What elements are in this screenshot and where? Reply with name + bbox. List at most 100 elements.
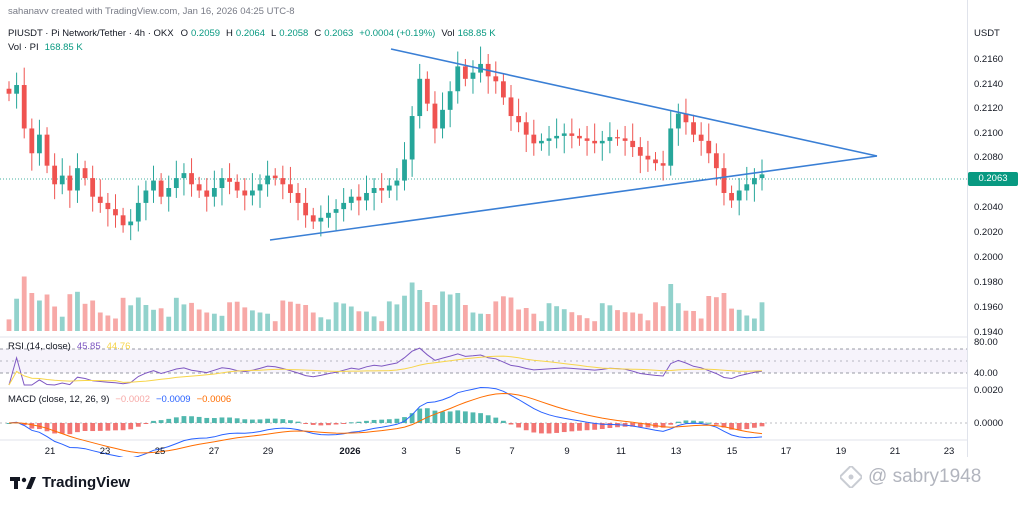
candle-body	[158, 180, 164, 197]
candle-body	[21, 85, 27, 129]
volume-bar	[189, 302, 194, 331]
candle-body	[59, 175, 65, 185]
volume-bar	[516, 309, 522, 331]
candle-body	[204, 190, 210, 197]
candle-body	[432, 103, 438, 129]
volume-bar	[204, 312, 210, 331]
volume-bar	[485, 314, 491, 331]
macd-histogram-bar	[462, 411, 468, 423]
candle-body	[135, 202, 141, 222]
macd-histogram-bar	[303, 423, 309, 424]
candle-body	[447, 91, 453, 110]
candle-body	[584, 138, 590, 141]
macd-histogram-bar	[59, 423, 65, 434]
macd-histogram-bar	[645, 423, 651, 428]
price-tick: 0.2100	[974, 128, 1004, 139]
macd-legend[interactable]: MACD (close, 12, 26, 9) −0.0002 −0.0009 …	[8, 394, 231, 405]
volume-legend[interactable]: Vol · PI 168.85 K	[8, 42, 83, 53]
candle-body	[402, 159, 407, 181]
price-tick: 0.2020	[974, 227, 1004, 238]
currency-label: USDT	[974, 28, 1000, 39]
macd-histogram-bar	[577, 423, 582, 431]
macd-histogram-bar	[326, 423, 331, 426]
time-tick: 2026	[339, 446, 361, 457]
rsi-legend[interactable]: RSI (14, close) 45.85 44.76	[8, 341, 130, 352]
volume-bar	[637, 313, 643, 331]
change-value: +0.0004 (+0.19%)	[359, 28, 436, 39]
macd-histogram-bar	[516, 423, 522, 428]
macd-histogram-bar	[675, 421, 681, 423]
macd-histogram-bar	[227, 417, 232, 423]
macd-histogram-bar	[166, 418, 172, 423]
candles	[6, 46, 765, 241]
macd-histogram-bar	[44, 423, 50, 432]
macd-histogram-bar	[211, 418, 217, 423]
volume-bar	[219, 315, 225, 331]
candle-body	[516, 116, 522, 123]
candle-body	[341, 202, 347, 210]
volume-bar	[402, 295, 407, 331]
macd-histogram-bar	[478, 413, 483, 423]
volume-bar	[675, 303, 681, 331]
macd-signal-line	[8, 392, 763, 454]
candle-body	[539, 140, 544, 144]
macd-histogram-bar	[249, 419, 255, 423]
price-tick: 0.2040	[974, 202, 1004, 213]
macd-histogram-bar	[371, 419, 377, 423]
macd-histogram-bar	[713, 423, 719, 425]
volume-bar	[120, 297, 126, 331]
o-label: O	[180, 28, 188, 39]
volume-bar	[173, 297, 179, 331]
tradingview-logo-icon	[10, 476, 36, 489]
macd-histogram-bar	[683, 420, 689, 423]
volume-bar	[394, 304, 400, 331]
trendlines[interactable]	[269, 48, 878, 241]
candle-body	[577, 135, 582, 139]
candle-body	[470, 72, 476, 79]
volume-bar	[371, 316, 377, 331]
volume-bar	[660, 306, 666, 331]
volume-bar	[698, 318, 704, 331]
candle-body	[181, 173, 187, 179]
candle-body	[675, 113, 681, 129]
volume-bar	[249, 310, 255, 331]
time-tick: 21	[889, 446, 901, 457]
price-tick: 0.2140	[974, 79, 1004, 90]
candle-body	[272, 175, 278, 179]
volume-bar	[759, 302, 765, 331]
trendline-upper[interactable]	[390, 48, 878, 157]
candle-body	[288, 184, 293, 193]
time-tick: 25	[154, 446, 166, 457]
volume-bar	[242, 307, 248, 331]
volume-bar	[151, 309, 156, 331]
volume-bar	[333, 302, 339, 331]
macd-histogram-bar	[151, 420, 156, 423]
macd-histogram-bar	[364, 420, 369, 423]
volume-bar	[736, 309, 742, 331]
macd-hist-value: −0.0002	[115, 394, 150, 405]
volume-bar	[683, 310, 689, 331]
macd-histogram-bar	[128, 423, 134, 430]
trendline-lower[interactable]	[269, 155, 878, 241]
macd-histogram-bar	[500, 420, 506, 423]
volume-bar	[59, 316, 65, 331]
chart-canvas[interactable]	[0, 0, 967, 457]
macd-histogram-bar	[181, 416, 187, 423]
candle-body	[265, 175, 271, 185]
volume-bar	[181, 304, 187, 331]
candle-body	[75, 168, 80, 191]
volume-bar	[554, 306, 560, 331]
watermark-text: @ sabry1948	[868, 466, 982, 487]
price-axis[interactable]	[967, 0, 1024, 457]
time-tick: 5	[455, 446, 461, 457]
volume-bar	[97, 312, 103, 331]
candle-body	[211, 188, 217, 197]
volume-bar	[455, 293, 461, 331]
candle-body	[698, 134, 704, 141]
tradingview-logo[interactable]: TradingView	[10, 474, 130, 491]
candle-body	[364, 192, 369, 201]
candle-body	[173, 178, 179, 189]
candle-body	[234, 181, 240, 191]
price-tick: 0.1940	[974, 327, 1004, 338]
